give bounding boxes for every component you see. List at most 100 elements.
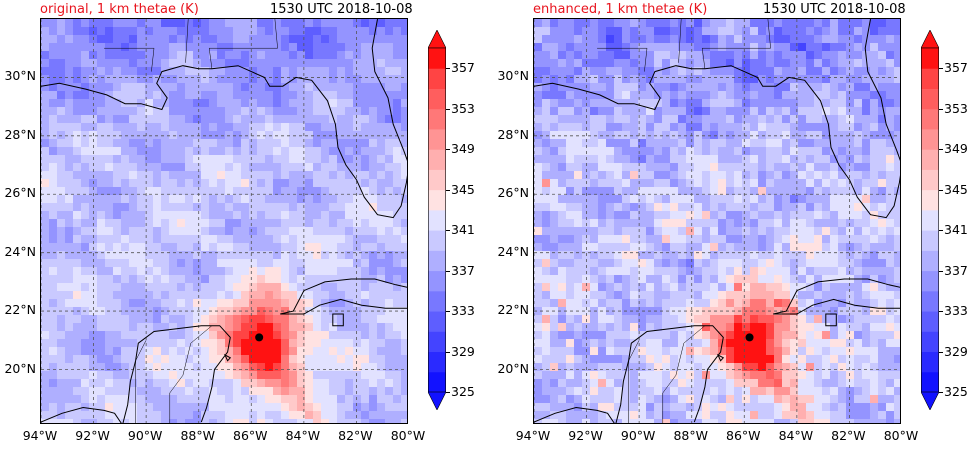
colorbar-segment bbox=[921, 128, 939, 150]
colorbar-original bbox=[427, 29, 447, 411]
panel-title-time: 1530 UTC 2018-10-08 bbox=[270, 2, 413, 17]
colorbar-segment bbox=[921, 108, 939, 130]
yucatan-coast bbox=[615, 325, 724, 423]
colorbar-segment bbox=[428, 270, 446, 292]
colorbar-segment bbox=[428, 169, 446, 191]
colorbar-tick-mark bbox=[939, 108, 943, 110]
border-line bbox=[628, 340, 640, 423]
colorbar-tick-label: 349 bbox=[944, 141, 968, 157]
border-line bbox=[678, 19, 682, 63]
colorbar-segment bbox=[921, 189, 939, 211]
map-enhanced bbox=[533, 18, 901, 424]
borders bbox=[597, 19, 771, 423]
lon-tick-label: 82°W bbox=[831, 428, 866, 443]
florida-east-coast bbox=[864, 19, 898, 151]
gulf-coastline bbox=[534, 65, 900, 219]
colorbar-tick-label: 357 bbox=[944, 60, 968, 76]
storm-center-marker bbox=[255, 333, 264, 342]
colorbar-tick-mark bbox=[939, 149, 943, 151]
colorbar-tick-mark bbox=[446, 68, 450, 70]
cuba-coast bbox=[280, 278, 407, 315]
colorbar-segment bbox=[921, 169, 939, 191]
lat-tick-label: 28°N bbox=[4, 126, 36, 142]
cozumel bbox=[716, 353, 725, 362]
lon-tick-label: 86°W bbox=[233, 428, 268, 443]
colorbar-segment bbox=[921, 331, 939, 353]
colorbar-tick-label: 345 bbox=[451, 181, 475, 197]
border-line bbox=[169, 325, 213, 423]
panel-title-left: original, 1 km thetae (K) bbox=[40, 2, 199, 17]
colorbar-tick-mark bbox=[446, 189, 450, 191]
gulf-coastline bbox=[41, 65, 407, 219]
thetae-field bbox=[41, 19, 407, 423]
colorbar-segment bbox=[428, 128, 446, 150]
colorbar-segment bbox=[428, 311, 446, 332]
colorbar-segment bbox=[921, 88, 939, 110]
colorbar-tick-label: 337 bbox=[944, 262, 968, 278]
colorbar-segment bbox=[428, 189, 446, 211]
colorbar-tick-label: 329 bbox=[451, 343, 475, 359]
lon-tick-label: 84°W bbox=[778, 428, 814, 443]
colorbar-tick-mark bbox=[939, 68, 943, 70]
colorbar-extend-max bbox=[920, 29, 940, 49]
colorbar-segment bbox=[921, 290, 939, 312]
colorbar-tick-mark bbox=[939, 392, 943, 393]
colorbar-tick-label: 341 bbox=[944, 222, 968, 238]
lon-tick-label: 88°W bbox=[673, 428, 708, 443]
lat-tick-label: 22°N bbox=[497, 302, 529, 318]
colorbar-tick-mark bbox=[939, 230, 943, 232]
colorbar-extend-min bbox=[920, 391, 940, 411]
lon-tick-label: 92°W bbox=[75, 428, 110, 443]
colorbar-segment bbox=[428, 331, 446, 353]
colorbar-frame bbox=[428, 47, 446, 393]
colorbar-enhanced bbox=[920, 29, 940, 411]
colorbar-tick-mark bbox=[939, 311, 943, 313]
lon-tick-label: 90°W bbox=[127, 428, 163, 443]
lat-tick-label: 24°N bbox=[497, 243, 529, 259]
border-line bbox=[597, 47, 648, 72]
colorbar-segment bbox=[428, 230, 446, 251]
colorbar-tick-label: 345 bbox=[944, 181, 968, 197]
colorbar-tick-label: 349 bbox=[451, 141, 475, 157]
colorbar-segment bbox=[428, 68, 446, 89]
lon-tick-label: 90°W bbox=[620, 428, 656, 443]
colorbar-tick-label: 337 bbox=[451, 262, 475, 278]
border-line bbox=[185, 19, 189, 63]
lat-tick-label: 30°N bbox=[4, 68, 36, 84]
colorbar-tick-label: 329 bbox=[944, 343, 968, 359]
colorbar-segment bbox=[428, 290, 446, 312]
lon-tick-label: 80°W bbox=[883, 428, 919, 443]
colorbar-segment bbox=[921, 230, 939, 251]
isle-of-youth bbox=[825, 313, 837, 327]
lon-tick-label: 84°W bbox=[285, 428, 321, 443]
borders bbox=[104, 19, 278, 423]
colorbar-segment bbox=[428, 250, 446, 272]
colorbar-tick-label: 341 bbox=[451, 222, 475, 238]
colorbar-tick-mark bbox=[446, 149, 450, 151]
colorbar-segment bbox=[921, 270, 939, 292]
lat-tick-label: 28°N bbox=[497, 126, 529, 142]
thetae-field bbox=[534, 19, 900, 423]
lon-tick-label: 86°W bbox=[726, 428, 761, 443]
isle-of-youth bbox=[332, 313, 344, 327]
lat-tick-label: 20°N bbox=[4, 360, 36, 376]
lon-tick-label: 94°W bbox=[515, 428, 551, 443]
lat-tick-label: 22°N bbox=[4, 302, 36, 318]
colorbar-segment bbox=[428, 371, 446, 393]
colorbar-tick-mark bbox=[939, 189, 943, 191]
colorbar-segment bbox=[921, 351, 939, 373]
colorbar-segment bbox=[921, 149, 939, 170]
lat-tick-label: 26°N bbox=[4, 185, 36, 201]
colorbar-tick-mark bbox=[939, 351, 943, 353]
border-line bbox=[104, 47, 155, 72]
lat-tick-label: 26°N bbox=[497, 185, 529, 201]
storm-center-marker bbox=[745, 333, 754, 342]
colorbar-tick-mark bbox=[446, 392, 450, 393]
colorbar-tick-label: 333 bbox=[944, 303, 968, 319]
border-line bbox=[135, 340, 147, 423]
map-original bbox=[40, 18, 408, 424]
lon-tick-label: 82°W bbox=[338, 428, 373, 443]
coastlines bbox=[41, 19, 407, 423]
panel-title-left: enhanced, 1 km thetae (K) bbox=[533, 2, 708, 17]
colorbar-segment bbox=[428, 88, 446, 110]
